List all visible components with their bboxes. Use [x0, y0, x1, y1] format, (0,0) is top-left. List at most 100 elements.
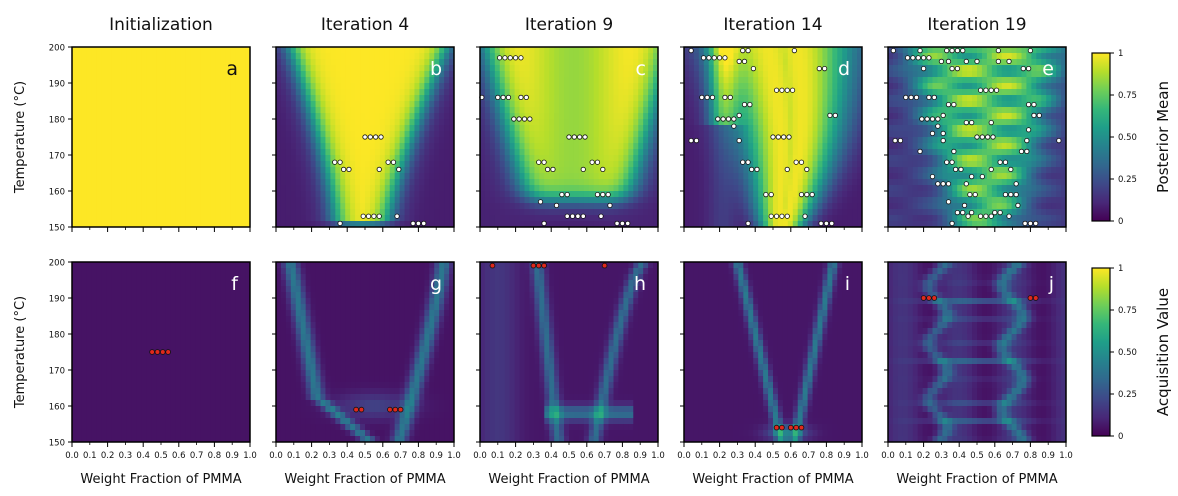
heatmap-cell: [822, 89, 828, 96]
heatmap-cell: [175, 89, 182, 96]
heatmap-cell: [374, 197, 381, 204]
heatmap-cell: [852, 59, 858, 66]
heatmap-cell: [539, 131, 545, 138]
heatmap-cell: [86, 203, 93, 210]
heatmap-cell: [126, 107, 132, 114]
heatmap-cell: [613, 191, 620, 198]
heatmap-cell: [857, 209, 862, 216]
heatmap-cell: [633, 191, 639, 198]
heatmap-cell: [758, 77, 764, 84]
heatmap-cell: [480, 155, 486, 162]
heatmap-cell: [1046, 107, 1052, 114]
heatmap-cell: [369, 203, 376, 210]
heatmap-cell: [763, 161, 769, 168]
heatmap-cell: [847, 119, 853, 126]
heatmap-cell: [136, 125, 142, 132]
heatmap-cell: [384, 95, 391, 102]
heatmap-cell: [240, 185, 246, 192]
heatmap-cell: [613, 185, 620, 192]
heatmap-cell: [787, 221, 794, 227]
heatmap-cell: [684, 161, 690, 168]
heatmap-cell: [320, 221, 327, 227]
heatmap-cell: [797, 155, 804, 162]
heatmap-cell: [807, 155, 814, 162]
heatmap-cell: [210, 137, 216, 144]
heatmap-cell: [539, 137, 545, 144]
heatmap-cell: [340, 209, 346, 216]
heatmap-cell: [121, 131, 127, 138]
heatmap-cell: [981, 47, 988, 54]
heatmap-cell: [598, 209, 605, 216]
heatmap-cell: [151, 71, 157, 78]
heatmap-cell: [962, 107, 968, 114]
heatmap-cell: [190, 113, 197, 120]
heatmap-cell: [305, 71, 312, 78]
heatmap-cell: [161, 161, 167, 168]
heatmap-cell: [106, 185, 113, 192]
heatmap-cell: [499, 197, 506, 204]
heatmap-cell: [399, 101, 406, 108]
heatmap-cell: [340, 143, 346, 150]
heatmap-cell: [121, 137, 127, 144]
heatmap-cell: [404, 131, 411, 138]
heatmap-cell: [534, 137, 540, 144]
heatmap-cell: [320, 101, 327, 108]
heatmap-cell: [300, 77, 307, 84]
heatmap-cell: [693, 149, 700, 156]
heatmap-cell: [573, 155, 580, 162]
heatmap-cell: [977, 65, 983, 72]
heatmap-cell: [782, 161, 789, 168]
heatmap-cell: [409, 185, 416, 192]
heatmap-cell: [698, 173, 705, 180]
heatmap-cell: [414, 77, 420, 84]
heatmap-cell: [1026, 59, 1032, 66]
heatmap-cell: [812, 65, 819, 72]
heatmap-cell: [613, 173, 620, 180]
heatmap-cell: [374, 137, 381, 144]
heatmap-cell: [225, 47, 231, 54]
heatmap-cell: [280, 197, 287, 204]
heatmap-cell: [758, 191, 764, 198]
sample-point: [731, 123, 737, 129]
heatmap-cell: [569, 71, 575, 78]
heatmap-cell: [499, 215, 506, 222]
heatmap-cell: [733, 185, 739, 192]
heatmap-cell: [519, 59, 526, 66]
heatmap-cell: [832, 89, 838, 96]
heatmap-cell: [305, 161, 312, 168]
heatmap-cell: [1061, 71, 1066, 78]
heatmap-cell: [245, 137, 250, 144]
heatmap-cell: [205, 89, 212, 96]
heatmap-cell: [623, 143, 629, 150]
heatmap-cell: [1011, 59, 1018, 66]
heatmap-cell: [986, 77, 993, 84]
heatmap-cell: [962, 95, 968, 102]
sample-point: [371, 213, 377, 219]
heatmap-cell: [185, 209, 192, 216]
heatmap-cell: [96, 161, 103, 168]
heatmap-cell: [1021, 113, 1028, 120]
heatmap-cell: [782, 209, 789, 216]
heatmap-cell: [733, 161, 739, 168]
sample-point: [365, 213, 372, 219]
heatmap-cell: [653, 221, 658, 227]
heatmap-cell: [763, 185, 769, 192]
heatmap-cell: [325, 179, 331, 186]
heatmap-cell: [240, 149, 246, 156]
heatmap-cell: [200, 77, 207, 84]
heatmap-cell: [151, 137, 157, 144]
heatmap-cell: [210, 179, 216, 186]
heatmap-cell: [534, 47, 540, 54]
heatmap-cell: [434, 71, 440, 78]
heatmap-cell: [240, 215, 246, 222]
heatmap-cell: [429, 131, 435, 138]
heatmap-cell: [748, 89, 754, 96]
heatmap-cell: [369, 161, 376, 168]
heatmap-cell: [708, 65, 715, 72]
heatmap-cell: [1031, 119, 1037, 126]
heatmap-cell: [1021, 53, 1028, 60]
heatmap-cell: [305, 209, 312, 216]
heatmap-cell: [126, 77, 132, 84]
heatmap-cell: [648, 47, 654, 54]
heatmap-cell: [782, 185, 789, 192]
